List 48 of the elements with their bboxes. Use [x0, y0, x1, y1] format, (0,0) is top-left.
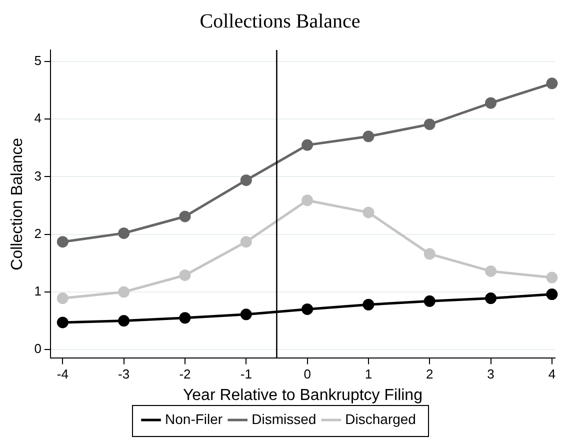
- x-axis-title: Year Relative to Bankruptcy Filing: [182, 386, 422, 404]
- point: [56, 236, 68, 248]
- point: [179, 269, 191, 281]
- point: [302, 303, 314, 315]
- point: [424, 295, 436, 307]
- point: [302, 194, 314, 206]
- point: [485, 292, 497, 304]
- point: [424, 118, 436, 130]
- x-tick-label: 2: [426, 366, 434, 382]
- point: [118, 315, 130, 327]
- y-axis-title: Collection Balance: [9, 138, 26, 270]
- x-tick-label: -2: [179, 366, 191, 382]
- point: [362, 130, 374, 142]
- legend-label: Discharged: [345, 410, 416, 427]
- x-tick-label: 4: [548, 366, 556, 382]
- x-tick-label: 3: [487, 366, 494, 382]
- point: [302, 139, 314, 151]
- point: [485, 265, 497, 277]
- y-tick-label: 5: [34, 53, 42, 68]
- legend-label: Non-Filer: [165, 410, 223, 427]
- x-tick-label: 1: [364, 366, 372, 382]
- point: [118, 286, 130, 298]
- point: [240, 236, 252, 248]
- chart-title: Collections Balance: [200, 10, 360, 32]
- x-tick-label: -1: [240, 366, 252, 382]
- y-tick-label: 1: [34, 284, 42, 299]
- x-tick-label: -4: [56, 366, 68, 382]
- point: [362, 206, 374, 218]
- point: [118, 227, 130, 239]
- y-tick-label: 3: [34, 168, 42, 184]
- x-tick-label: 0: [304, 366, 311, 382]
- point: [240, 308, 252, 320]
- legend-label: Dismissed: [252, 410, 316, 427]
- y-tick-label: 2: [34, 226, 42, 241]
- y-tick-label: 4: [34, 110, 42, 126]
- y-tick-label: 0: [34, 341, 42, 356]
- point: [485, 97, 497, 109]
- point: [362, 298, 374, 310]
- point: [240, 174, 252, 186]
- point: [56, 316, 68, 328]
- point: [546, 272, 558, 284]
- x-tick-label: -3: [118, 366, 130, 382]
- point: [424, 248, 436, 260]
- point: [179, 312, 191, 324]
- point: [179, 210, 191, 222]
- point: [546, 288, 558, 300]
- point: [546, 78, 558, 90]
- point: [56, 292, 68, 304]
